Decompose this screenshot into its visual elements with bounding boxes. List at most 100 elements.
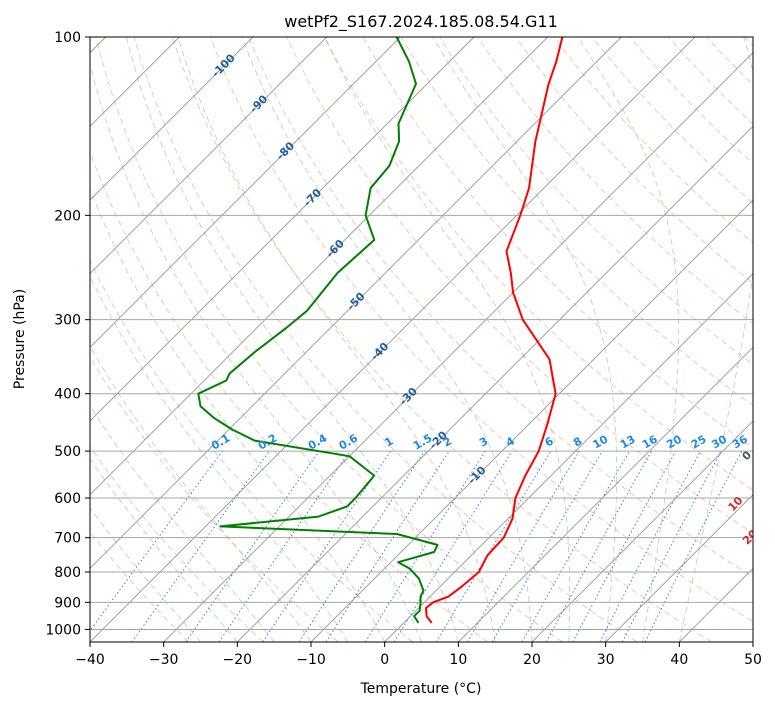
series-layer <box>197 37 564 624</box>
mixing-ratio-line <box>90 450 223 632</box>
moist-adiabat-label: 40 <box>764 584 775 604</box>
y-tick-label: 400 <box>54 387 81 403</box>
y-tick-label: 100 <box>54 30 81 46</box>
isotherm <box>458 346 753 642</box>
isotherm <box>531 420 753 642</box>
moist-adiabat <box>678 37 753 642</box>
moist-adiabat <box>90 507 201 642</box>
mixing-ratio-label: 0.4 <box>306 431 330 452</box>
mixing-ratio-label: 0.2 <box>256 432 279 453</box>
moist-adiabat-label: 20 <box>740 527 760 547</box>
isotherm-label: -80 <box>274 139 297 162</box>
isotherm-label: -100 <box>209 51 238 80</box>
isotherm <box>90 37 401 348</box>
dry-adiabat <box>629 37 753 165</box>
y-tick-label: 1000 <box>45 622 81 638</box>
mixing-ratio-line <box>218 450 351 642</box>
x-axis-title: Temperature (°C) <box>360 681 482 697</box>
isotherm <box>605 494 753 642</box>
moist-adiabat <box>90 458 238 642</box>
isotherm-label: -10 <box>465 463 488 486</box>
isotherm-label: -30 <box>397 385 420 408</box>
mixing-ratio-label: 36 <box>730 432 750 451</box>
y-tick-label: 600 <box>54 491 81 507</box>
x-tick-label: −40 <box>75 652 105 668</box>
dry-adiabat <box>591 37 753 204</box>
isotherm <box>90 37 548 496</box>
mixing-ratio-label: 16 <box>640 432 660 451</box>
y-tick-label: 900 <box>54 595 81 611</box>
mixing-ratio-line <box>185 450 320 642</box>
x-tick-label: −30 <box>149 652 179 668</box>
y-axis-title: Pressure (hPa) <box>12 289 28 389</box>
isotherm <box>90 37 254 201</box>
mixing-ratio-line <box>262 450 392 642</box>
isotherm <box>163 52 753 642</box>
moist-adiabat <box>323 37 571 642</box>
moist-adiabat <box>241 37 533 642</box>
background-lines <box>90 37 753 642</box>
dry-adiabat <box>553 37 753 244</box>
dry-adiabat <box>515 37 753 284</box>
dry-adiabat <box>286 37 753 534</box>
dry-adiabat <box>90 445 264 642</box>
isotherm-label: -40 <box>368 340 391 363</box>
moist-adiabat <box>90 275 349 642</box>
mixing-ratio-line <box>325 450 450 642</box>
temperature-line <box>425 37 564 624</box>
isotherm <box>752 641 753 642</box>
dry-adiabat <box>668 37 753 125</box>
mixing-ratio-label: 0.1 <box>209 432 232 453</box>
isotherm <box>90 37 696 642</box>
isotherm <box>90 37 327 275</box>
isotherm <box>90 37 475 422</box>
dry-adiabat <box>133 37 638 642</box>
isotherm-label: -60 <box>324 237 347 260</box>
y-tick-label: 700 <box>54 531 81 547</box>
dry-adiabat <box>171 37 712 642</box>
mixing-ratio-line <box>298 450 425 642</box>
x-tick-label: 40 <box>670 652 688 668</box>
dry-adiabat <box>95 37 563 642</box>
dry-adiabat <box>90 356 339 642</box>
dry-adiabat <box>248 37 753 578</box>
chart-title: wetPf2_S167.2024.185.08.54.G11 <box>284 12 558 32</box>
moist-adiabat <box>90 188 386 642</box>
moist-adiabat <box>90 405 275 642</box>
mixing-ratio-line <box>393 450 513 642</box>
dry-adiabat <box>324 37 753 491</box>
mixing-ratio-label: 1 <box>382 435 395 450</box>
x-tick-label: 0 <box>380 652 389 668</box>
mixing-ratio-line <box>435 450 552 642</box>
mixing-ratio-line <box>599 450 701 642</box>
mixing-ratio-label: 13 <box>618 433 638 452</box>
dry-adiabat <box>90 531 190 642</box>
y-tick-label: 200 <box>54 208 81 224</box>
mixing-ratio-label: 20 <box>664 432 684 451</box>
dry-adiabat <box>90 150 488 642</box>
mixing-ratio-line <box>521 450 630 642</box>
isotherm <box>90 37 622 569</box>
moist-adiabat <box>177 37 496 642</box>
moist-adiabat <box>90 61 422 642</box>
moist-adiabat-label: 0 <box>740 448 755 463</box>
x-tick-label: 30 <box>597 652 615 668</box>
moist-adiabat-label: 10 <box>726 494 746 514</box>
isotherm <box>384 273 753 642</box>
isotherm <box>310 199 753 642</box>
mixing-ratio-line <box>644 450 743 642</box>
isotherm-label: -50 <box>344 290 367 313</box>
dry-adiabat <box>362 37 753 449</box>
isotherm-label: -90 <box>247 92 270 115</box>
dry-adiabat <box>744 37 753 47</box>
moist-adiabat <box>577 37 680 642</box>
axes: −40 −30 −20 −10 0 10 20 30 40 5010020030040050060… <box>45 30 762 668</box>
x-tick-label: −20 <box>223 652 253 668</box>
y-tick-label: 300 <box>54 313 81 329</box>
mixing-ratio-label: 25 <box>689 433 709 452</box>
plot-frame <box>89 36 754 643</box>
dry-adiabat <box>210 37 753 623</box>
x-tick-label: 20 <box>523 652 541 668</box>
line-labels: -100-90-80-70-60-50-40-30-20-100.1 0.2 0.4… <box>209 51 775 604</box>
